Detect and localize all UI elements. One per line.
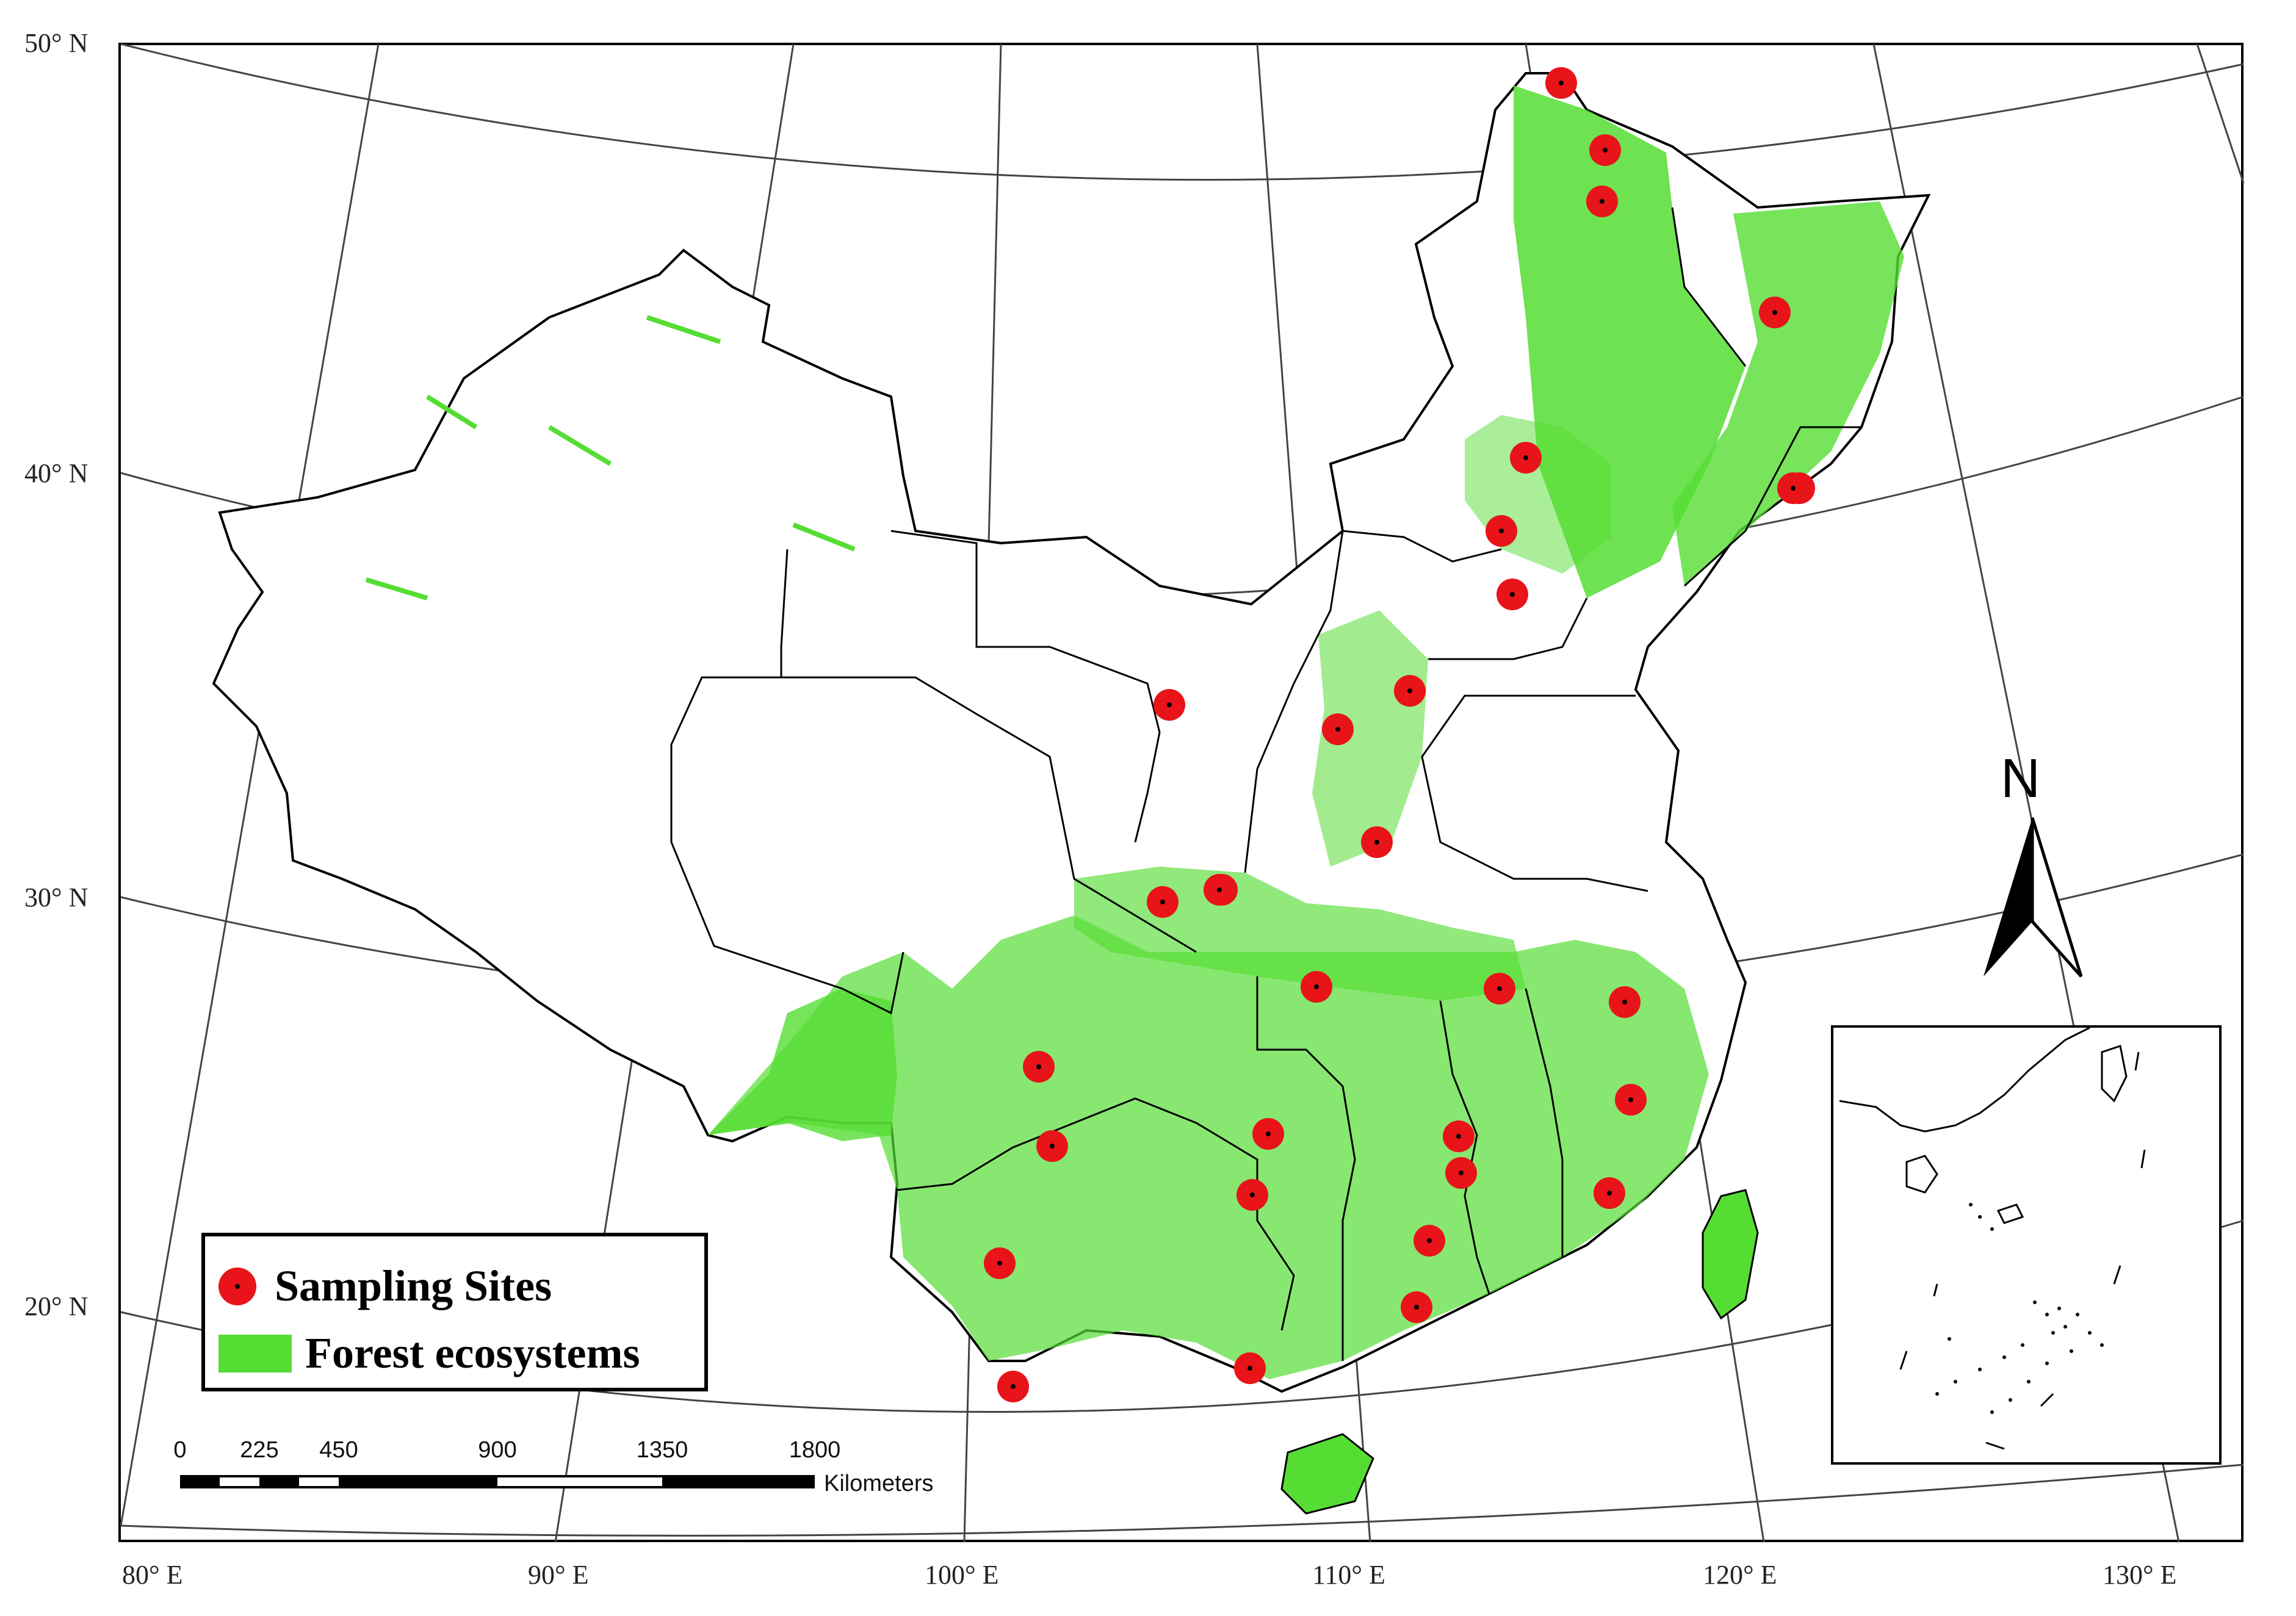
inset-map-south-china-sea[interactable] (1831, 1025, 2222, 1465)
north-arrow-icon (1984, 817, 2083, 978)
lon-label-80: 80° E (122, 1560, 183, 1590)
sampling-site-center-dot (1603, 148, 1608, 153)
sampling-site-center-dot (1250, 1192, 1255, 1197)
site-marker-icon (218, 1267, 256, 1305)
lat-label-20: 20° N (24, 1291, 88, 1321)
lat-label-30: 30° N (24, 882, 88, 912)
lon-label-90: 90° E (528, 1560, 589, 1590)
scale-bar: 0 225 450 900 1350 1800 Kilometers (173, 1437, 970, 1510)
sampling-site-center-dot (1499, 528, 1504, 533)
lon-label-130: 130° E (2103, 1560, 2177, 1590)
sampling-site-center-dot (1559, 81, 1564, 85)
forest-northwest (365, 315, 856, 601)
lat-label-50: 50° N (24, 28, 88, 58)
map-frame[interactable] (118, 43, 2244, 1542)
sampling-site-center-dot (1791, 486, 1796, 491)
sampling-site-center-dot (1427, 1238, 1432, 1243)
sampling-site-center-dot (1456, 1134, 1461, 1139)
scale-unit-label: Kilometers (824, 1471, 934, 1496)
sampling-site-center-dot (1772, 310, 1777, 315)
sampling-site-center-dot (1459, 1171, 1464, 1175)
sampling-site-center-dot (1497, 986, 1502, 991)
lon-line-80 (120, 43, 380, 1526)
sampling-site-center-dot (1314, 984, 1319, 989)
lat-line-15 (120, 1463, 2244, 1537)
hainan (1280, 1433, 1374, 1515)
legend-label-sites: Sampling Sites (275, 1261, 552, 1310)
legend-label-forest: Forest ecosystems (305, 1329, 640, 1377)
sampling-site-center-dot (1266, 1131, 1271, 1136)
forest-manchuria (1672, 201, 1904, 586)
forest-south (708, 915, 1709, 1379)
scale-tick-1800: 1800 (789, 1437, 841, 1463)
sampling-site-center-dot (1011, 1384, 1016, 1389)
sampling-sites (984, 67, 1815, 1402)
sampling-site-center-dot (1607, 1191, 1612, 1196)
lon-label-100: 100° E (925, 1560, 999, 1590)
sampling-site-center-dot (1628, 1097, 1633, 1102)
scale-tick-900: 900 (478, 1437, 517, 1463)
legend-row-forest: Forest ecosystems (218, 1328, 640, 1379)
lon-label-120: 120° E (1703, 1560, 1777, 1590)
sampling-site-center-dot (997, 1261, 1002, 1266)
sampling-site-center-dot (1335, 727, 1340, 732)
sampling-site-center-dot (1622, 1000, 1627, 1005)
inset-map-graphic (1839, 1028, 2146, 1450)
sampling-site-center-dot (1510, 592, 1515, 597)
lat-label-40: 40° N (24, 458, 88, 488)
scale-bar-graphic (180, 1475, 815, 1488)
province-borders (670, 207, 1861, 1361)
lat-line-50 (120, 43, 2244, 181)
forest-southwest-tibet (708, 989, 897, 1141)
sampling-site-center-dot (1217, 887, 1222, 892)
forest-swatch-icon (218, 1334, 292, 1373)
sampling-site-center-dot (1167, 702, 1172, 707)
sampling-site-center-dot (1600, 199, 1605, 204)
scale-tick-450: 450 (319, 1437, 358, 1463)
lon-line-140 (2196, 43, 2245, 184)
china-landmass (212, 72, 1931, 1515)
forest-central (1074, 867, 1526, 1001)
sampling-site-center-dot (1036, 1064, 1041, 1069)
sampling-site-center-dot (1407, 688, 1412, 693)
sampling-site-center-dot (1160, 900, 1165, 904)
sampling-site-center-dot (1247, 1366, 1252, 1371)
scale-tick-225: 225 (240, 1437, 279, 1463)
legend-row-sites: Sampling Sites (218, 1261, 552, 1311)
scale-tick-0: 0 (173, 1437, 187, 1463)
north-label: N (2001, 748, 2040, 809)
sampling-site-center-dot (1374, 840, 1379, 845)
sampling-site-center-dot (1523, 455, 1528, 460)
lon-label-110: 110° E (1312, 1560, 1385, 1590)
forest-shanxi (1312, 610, 1428, 867)
map-legend: Sampling Sites Forest ecosystems (201, 1233, 708, 1391)
taiwan (1702, 1189, 1759, 1320)
scale-tick-1350: 1350 (636, 1437, 688, 1463)
sampling-site-center-dot (1050, 1144, 1055, 1149)
sampling-site-center-dot (1414, 1305, 1419, 1310)
